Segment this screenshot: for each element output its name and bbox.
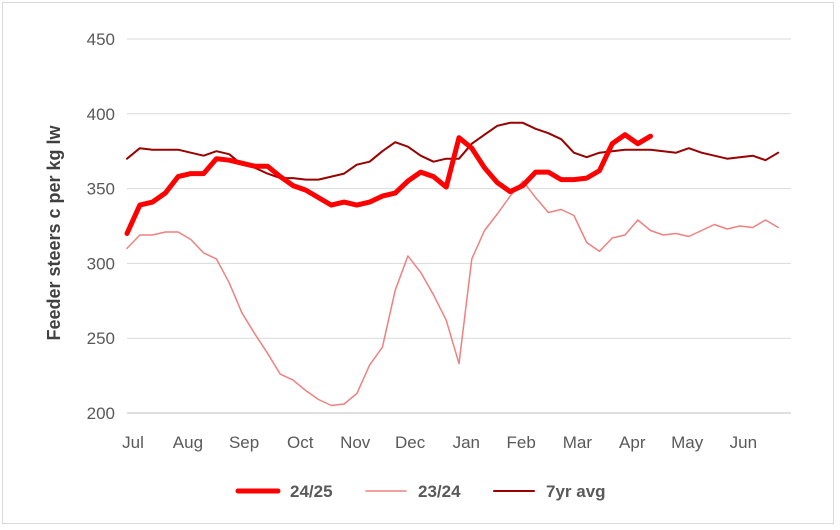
- legend-label: 24/25: [290, 482, 333, 501]
- x-tick-label: Mar: [563, 433, 593, 452]
- legend-label: 7yr avg: [546, 482, 606, 501]
- x-tick-label: Jan: [453, 433, 480, 452]
- legend: 24/25 23/24 7yr avg: [235, 482, 606, 501]
- y-tick-label: 400: [87, 105, 115, 124]
- chart-frame: 200 250 300 350 400 450 Jul Aug Sep Oct Nov Dec Jan…: [2, 2, 834, 524]
- series-lines: [124, 121, 780, 407]
- y-axis-tick-labels: 200 250 300 350 400 450: [87, 30, 115, 423]
- y-tick-label: 450: [87, 30, 115, 49]
- x-tick-label: Apr: [619, 433, 646, 452]
- x-tick-label: Feb: [507, 433, 536, 452]
- y-tick-label: 350: [87, 180, 115, 199]
- y-tick-label: 300: [87, 254, 115, 273]
- feeder-steers-line-chart: 200 250 300 350 400 450 Jul Aug Sep Oct Nov Dec Jan…: [44, 30, 791, 501]
- legend-label: 23/24: [418, 482, 461, 501]
- x-axis-tick-labels: Jul Aug Sep Oct Nov Dec Jan Feb Mar Apr May Jun: [122, 433, 757, 452]
- x-tick-label: Jul: [122, 433, 144, 452]
- x-tick-label: May: [671, 433, 704, 452]
- x-tick-label: Sep: [229, 433, 259, 452]
- x-tick-label: Aug: [173, 433, 203, 452]
- series-line-24-25: [124, 132, 653, 236]
- series-line-23-24: [126, 180, 779, 407]
- y-tick-label: 250: [87, 329, 115, 348]
- x-tick-label: Jun: [730, 433, 757, 452]
- x-tick-label: Oct: [287, 433, 314, 452]
- y-axis-label: Feeder steers c per kg lw: [44, 124, 64, 340]
- gridlines: [127, 38, 791, 414]
- x-tick-label: Dec: [395, 433, 426, 452]
- y-tick-label: 200: [87, 404, 115, 423]
- x-tick-label: Nov: [340, 433, 371, 452]
